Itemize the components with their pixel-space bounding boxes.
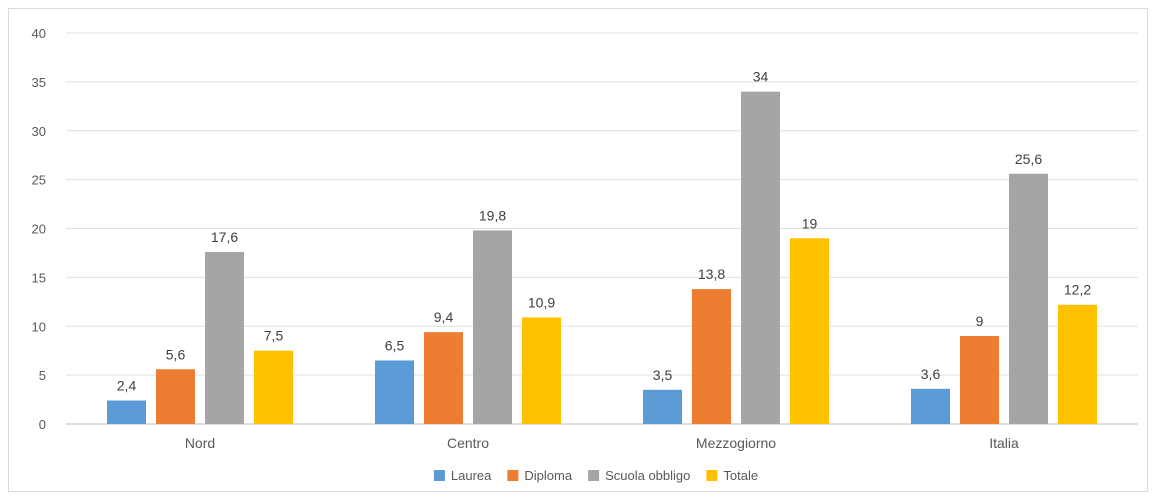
data-label: 17,6: [211, 229, 238, 245]
data-label: 3,5: [653, 367, 673, 383]
y-tick-label: 10: [32, 319, 46, 334]
bar: [960, 336, 999, 424]
bar: [643, 389, 682, 424]
data-label: 3,6: [921, 366, 941, 382]
bar: [156, 369, 195, 424]
data-label: 19,8: [479, 207, 506, 223]
legend-swatch: [706, 470, 718, 481]
bar: [692, 289, 731, 424]
data-label: 34: [753, 69, 769, 85]
bar: [1058, 304, 1097, 424]
legend-swatch: [588, 470, 600, 481]
bar: [741, 91, 780, 425]
y-tick-label: 30: [32, 124, 46, 139]
category-label: Italia: [989, 435, 1019, 451]
legend-swatch: [433, 470, 445, 481]
bar: [424, 332, 463, 424]
legend-label: Totale: [723, 468, 758, 483]
y-tick-label: 0: [39, 417, 46, 432]
data-label: 10,9: [528, 294, 555, 310]
chart-frame: [8, 8, 1148, 492]
category-label: Centro: [447, 435, 489, 451]
category-label: Nord: [185, 435, 215, 451]
y-tick-label: 35: [32, 75, 46, 90]
y-tick-label: 5: [39, 368, 46, 383]
bar: [375, 360, 414, 424]
data-label: 7,5: [264, 328, 284, 344]
data-label: 13,8: [698, 266, 725, 282]
y-tick-label: 40: [32, 26, 46, 41]
y-tick-label: 25: [32, 173, 46, 188]
data-label: 25,6: [1015, 151, 1042, 167]
bar: [911, 388, 950, 424]
data-label: 12,2: [1064, 282, 1091, 298]
legend-label: Laurea: [451, 468, 492, 483]
bar: [473, 230, 512, 424]
data-label: 9,4: [434, 309, 454, 325]
bar: [790, 238, 829, 424]
legend-swatch: [507, 470, 519, 481]
bar: [1009, 173, 1048, 424]
category-label: Mezzogiorno: [696, 435, 776, 451]
data-label: 2,4: [117, 378, 137, 394]
y-tick-label: 15: [32, 270, 46, 285]
legend-label: Scuola obbligo: [605, 468, 690, 483]
bar: [107, 400, 146, 424]
data-label: 19: [802, 215, 818, 231]
data-label: 6,5: [385, 337, 405, 353]
data-label: 9: [976, 313, 984, 329]
bar: [254, 350, 293, 424]
y-tick-label: 20: [32, 222, 46, 237]
bar: [522, 317, 561, 424]
bar: [205, 251, 244, 424]
data-label: 5,6: [166, 346, 186, 362]
legend-label: Diploma: [524, 468, 572, 483]
